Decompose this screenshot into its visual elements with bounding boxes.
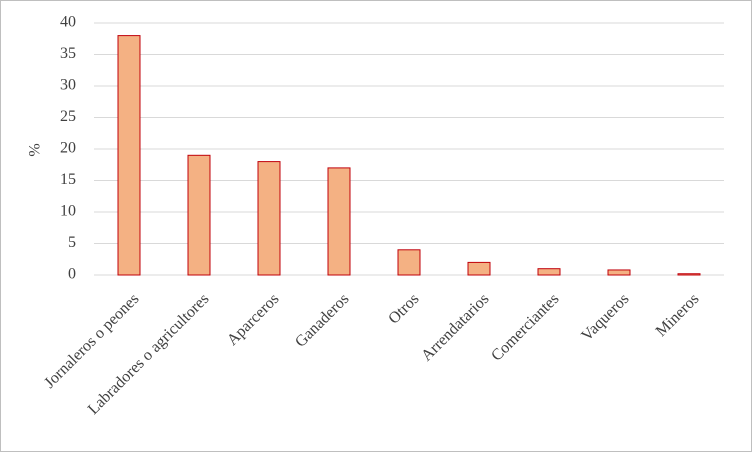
- y-tick-label: 35: [60, 45, 76, 62]
- bar: [187, 154, 211, 276]
- bar: [327, 167, 351, 276]
- bar: [677, 273, 701, 276]
- y-tick-label: 20: [60, 140, 76, 157]
- bar: [467, 261, 491, 276]
- y-tick-label: 40: [60, 14, 76, 31]
- y-tick-label: 25: [60, 108, 76, 125]
- y-tick-label: 5: [68, 234, 76, 251]
- bar: [257, 161, 281, 276]
- y-tick-label: 0: [68, 266, 76, 283]
- bar: [397, 249, 421, 276]
- y-tick-label: 10: [60, 203, 76, 220]
- y-tick-label: 15: [60, 171, 76, 188]
- bar: [117, 35, 141, 276]
- bar: [607, 269, 631, 276]
- y-axis-label: %: [27, 143, 44, 156]
- bar: [537, 268, 561, 276]
- y-tick-label: 30: [60, 77, 76, 94]
